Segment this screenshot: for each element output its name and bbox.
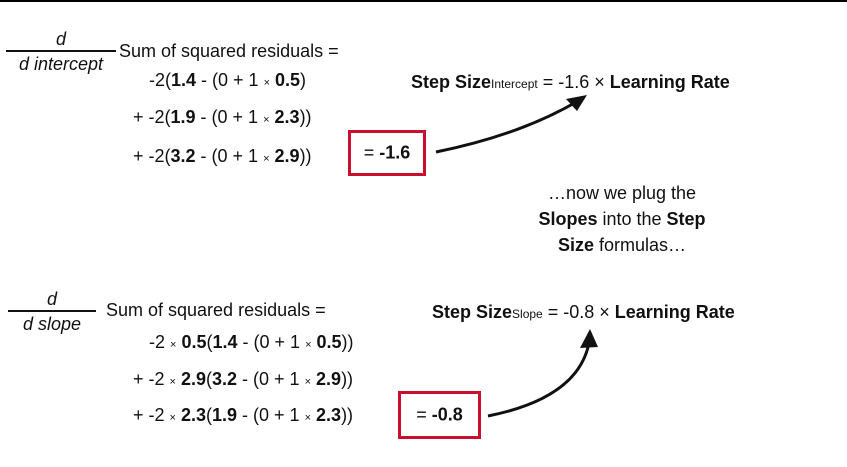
fraction-numerator: d <box>55 29 66 49</box>
top-border <box>0 0 847 2</box>
slope-result-box: = -0.8 <box>398 391 481 439</box>
fraction-denominator: d slope <box>22 314 82 334</box>
intercept-derivative-fraction: d d intercept <box>6 29 116 74</box>
transition-note: …now we plug the Slopes into the Step Si… <box>497 180 747 258</box>
note-line-3: Size formulas… <box>557 235 687 255</box>
intercept-term-2: + -2(1.9 - (0 + 1 × 2.3)) <box>133 107 312 127</box>
slope-term-2: + -2 × 2.9(3.2 - (0 + 1 × 2.9)) <box>133 369 354 389</box>
slope-sum-header: Sum of squared residuals = <box>106 300 326 320</box>
slope-step-size-formula: Step SizeSlope = -0.8 × Learning Rate <box>432 302 735 322</box>
intercept-arrow <box>435 99 579 154</box>
intercept-term-3: + -2(3.2 - (0 + 1 × 2.9)) <box>133 146 312 166</box>
slope-derivative-fraction: d d slope <box>8 289 96 334</box>
fraction-bar <box>6 50 116 52</box>
slope-term-1: -2 × 0.5(1.4 - (0 + 1 × 0.5)) <box>149 332 354 352</box>
intercept-arrowhead <box>566 95 587 111</box>
note-line-2: Slopes into the Step <box>538 209 706 229</box>
intercept-result: = -1.6 <box>363 142 411 163</box>
intercept-step-size-formula: Step SizeIntercept = -1.6 × Learning Rat… <box>411 72 730 92</box>
note-line-1: …now we plug the <box>547 183 697 203</box>
intercept-result-box: = -1.6 <box>348 130 426 176</box>
slope-arrow <box>487 342 591 418</box>
slope-arrowhead <box>580 329 598 348</box>
slope-result: = -0.8 <box>416 404 463 425</box>
fraction-bar <box>8 310 96 312</box>
fraction-numerator: d <box>46 289 57 309</box>
intercept-sum-header: Sum of squared residuals = <box>119 41 339 61</box>
slope-term-3: + -2 × 2.3(1.9 - (0 + 1 × 2.3)) <box>133 405 354 425</box>
intercept-term-1: -2(1.4 - (0 + 1 × 0.5) <box>149 70 307 90</box>
fraction-denominator: d intercept <box>18 54 104 74</box>
